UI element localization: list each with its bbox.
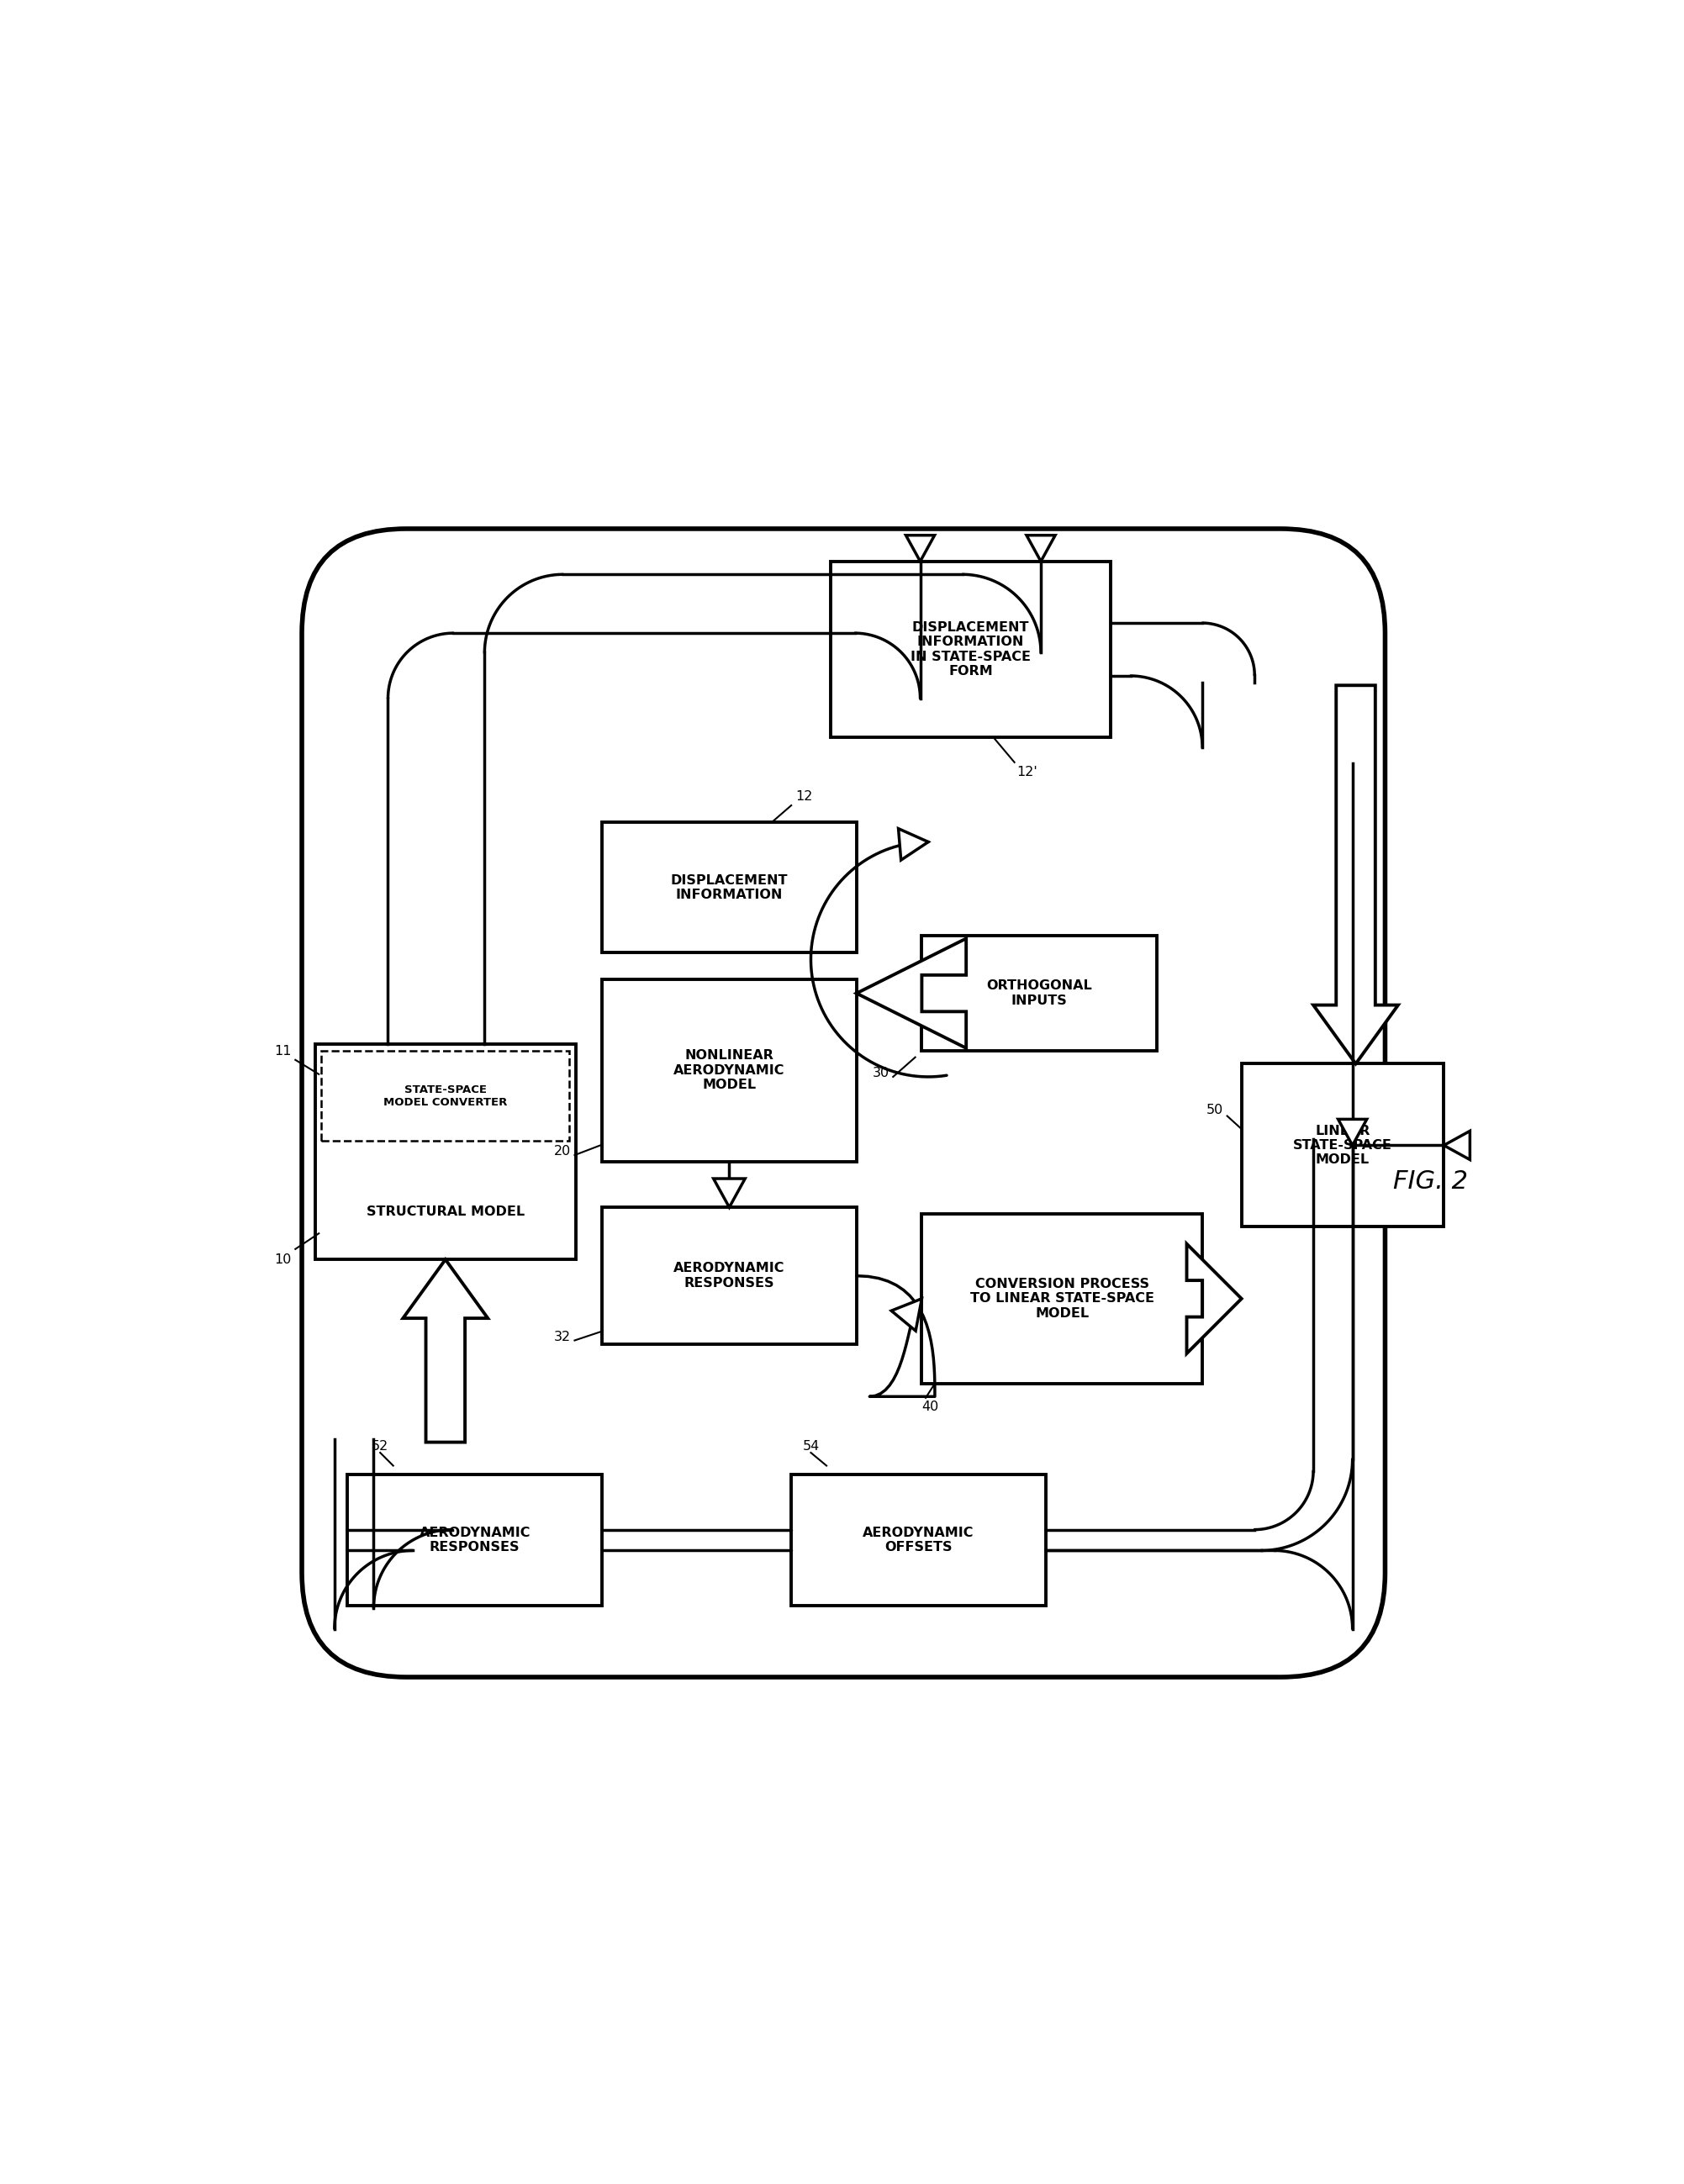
Polygon shape [906,535,935,561]
Text: 40: 40 [921,1400,938,1413]
Text: AERODYNAMIC
RESPONSES: AERODYNAMIC RESPONSES [674,1262,785,1289]
Polygon shape [1443,1131,1470,1160]
Text: 52: 52 [370,1439,387,1452]
Text: NONLINEAR
AERODYNAMIC
MODEL: NONLINEAR AERODYNAMIC MODEL [674,1048,785,1092]
Bar [791,1474,1046,1605]
Text: CONVERSION PROCESS
TO LINEAR STATE-SPACE
MODEL: CONVERSION PROCESS TO LINEAR STATE-SPACE… [970,1278,1154,1319]
FancyBboxPatch shape [301,529,1384,1677]
Polygon shape [1339,1118,1367,1144]
Bar [603,823,857,952]
Text: LINEAR
STATE-SPACE
MODEL: LINEAR STATE-SPACE MODEL [1293,1125,1393,1166]
Bar [347,1474,603,1605]
Polygon shape [1314,686,1398,1064]
Text: 12': 12' [1017,767,1037,780]
Text: 10: 10 [274,1254,291,1265]
Text: 12: 12 [795,791,812,804]
Text: DISPLACEMENT
INFORMATION: DISPLACEMENT INFORMATION [670,874,788,902]
Bar [315,1044,576,1260]
Text: FIG. 2: FIG. 2 [1393,1168,1468,1192]
Text: 50: 50 [1206,1103,1223,1116]
Text: AERODYNAMIC
OFFSETS: AERODYNAMIC OFFSETS [862,1527,975,1553]
Bar [1241,1064,1443,1227]
Bar [603,978,857,1162]
Bar [322,1051,569,1142]
Bar [921,937,1157,1051]
Polygon shape [898,828,928,860]
Text: ORTHOGONAL
INPUTS: ORTHOGONAL INPUTS [987,981,1093,1007]
Polygon shape [857,939,967,1048]
Text: 20: 20 [554,1144,571,1158]
Text: AERODYNAMIC
RESPONSES: AERODYNAMIC RESPONSES [419,1527,530,1553]
Polygon shape [1027,535,1056,561]
Text: 32: 32 [554,1330,571,1343]
Text: STATE-SPACE
MODEL CONVERTER: STATE-SPACE MODEL CONVERTER [384,1083,507,1107]
Text: 54: 54 [803,1439,820,1452]
Text: 11: 11 [274,1044,291,1057]
Text: STRUCTURAL MODEL: STRUCTURAL MODEL [367,1206,524,1219]
Polygon shape [402,1260,488,1441]
Bar [830,561,1111,738]
Bar [603,1208,857,1345]
Text: DISPLACEMENT
INFORMATION
IN STATE-SPACE
FORM: DISPLACEMENT INFORMATION IN STATE-SPACE … [911,620,1031,677]
Polygon shape [1187,1245,1241,1354]
Bar [921,1214,1202,1382]
Text: 30: 30 [872,1066,889,1079]
Polygon shape [891,1299,921,1330]
Polygon shape [714,1179,744,1208]
